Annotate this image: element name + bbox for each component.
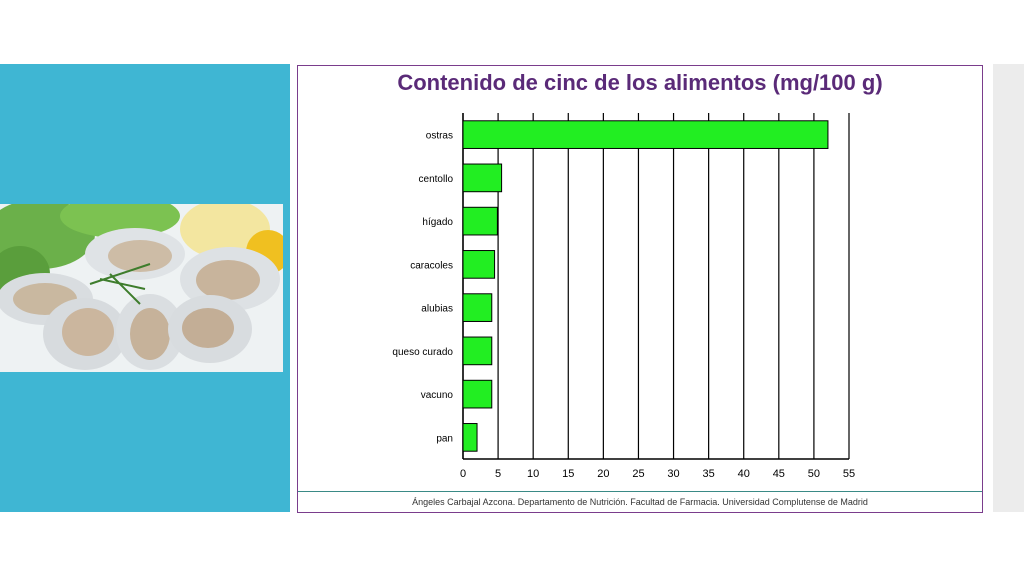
- bar-chart: 0 5 10 15 20 25 30 35 40 45 50 55 ostras centollo híga…: [392, 113, 855, 480]
- footer-divider: [298, 491, 982, 492]
- category-label: hígado: [422, 217, 453, 228]
- chart-title: Contenido de cinc de los alimentos (mg/1…: [397, 70, 883, 95]
- bar: [462, 336, 493, 366]
- category-label: ostras: [426, 131, 453, 142]
- bar: [462, 423, 478, 452]
- x-tick-label: 55: [843, 468, 855, 480]
- bar: [462, 163, 503, 193]
- x-tick-label: 45: [773, 468, 785, 480]
- category-label: caracoles: [410, 260, 453, 271]
- chart-frame: Contenido de cinc de los alimentos (mg/1…: [297, 65, 983, 513]
- x-tick-label: 25: [632, 468, 644, 480]
- x-tick-label: 30: [667, 468, 679, 480]
- x-tick-label: 15: [562, 468, 574, 480]
- x-tick-label: 20: [597, 468, 609, 480]
- category-label: pan: [436, 433, 453, 444]
- category-label: centollo: [419, 174, 454, 185]
- oysters-photo: [0, 204, 283, 372]
- category-label: vacuno: [421, 390, 454, 401]
- x-tick-label: 50: [808, 468, 820, 480]
- right-gray-strip: [993, 64, 1024, 512]
- category-label: queso curado: [392, 347, 453, 358]
- bar: [462, 250, 496, 279]
- x-tick-label: 10: [527, 468, 539, 480]
- bar: [462, 206, 498, 236]
- credit-text: Ángeles Carbajal Azcona. Departamento de…: [412, 497, 868, 507]
- x-tick-label: 35: [703, 468, 715, 480]
- bar: [462, 379, 493, 409]
- x-tick-label: 40: [738, 468, 750, 480]
- oysters-illustration: [0, 204, 283, 372]
- x-tick-label: 0: [460, 468, 466, 480]
- bar: [462, 293, 493, 322]
- bar: [462, 120, 829, 149]
- x-tick-label: 5: [495, 468, 501, 480]
- category-label: alubias: [421, 304, 453, 315]
